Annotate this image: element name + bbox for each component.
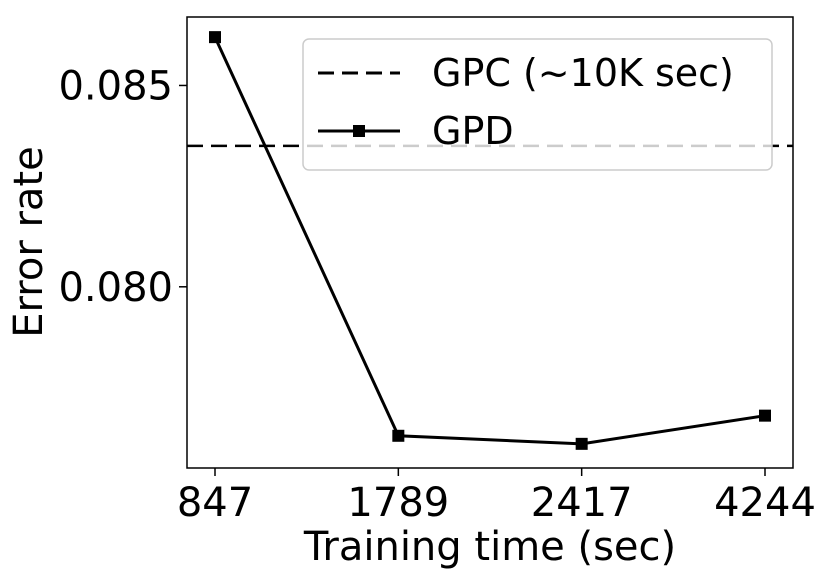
data-point-marker (575, 437, 588, 450)
y-axis-ticks: 0.080 0.085 (58, 63, 187, 311)
plot-frame (186, 16, 794, 469)
data-point-marker (759, 409, 771, 422)
legend-label-reference: GPC (~10K sec) (432, 51, 734, 95)
x-tick-label: 4244 (714, 480, 816, 526)
y-axis-title: Error rate (6, 146, 52, 337)
x-tick-label: 2417 (531, 480, 633, 526)
data-point-marker (209, 31, 221, 44)
data-point-marker (392, 429, 405, 442)
y-tick-label: 0.080 (58, 265, 173, 311)
legend-marker-gpd (353, 125, 365, 137)
y-tick-label: 0.085 (58, 63, 173, 109)
legend: GPC (~10K sec) GPD (302, 38, 773, 171)
legend-box (302, 38, 773, 171)
x-axis-ticks: 847 1789 2417 4244 (177, 468, 816, 526)
x-axis-title: Training time (sec) (303, 524, 676, 570)
x-tick-label: 847 (177, 480, 253, 526)
legend-label-gpd: GPD (432, 109, 514, 153)
series-line-0 (213, 36, 766, 446)
x-tick-label: 1789 (347, 480, 449, 526)
